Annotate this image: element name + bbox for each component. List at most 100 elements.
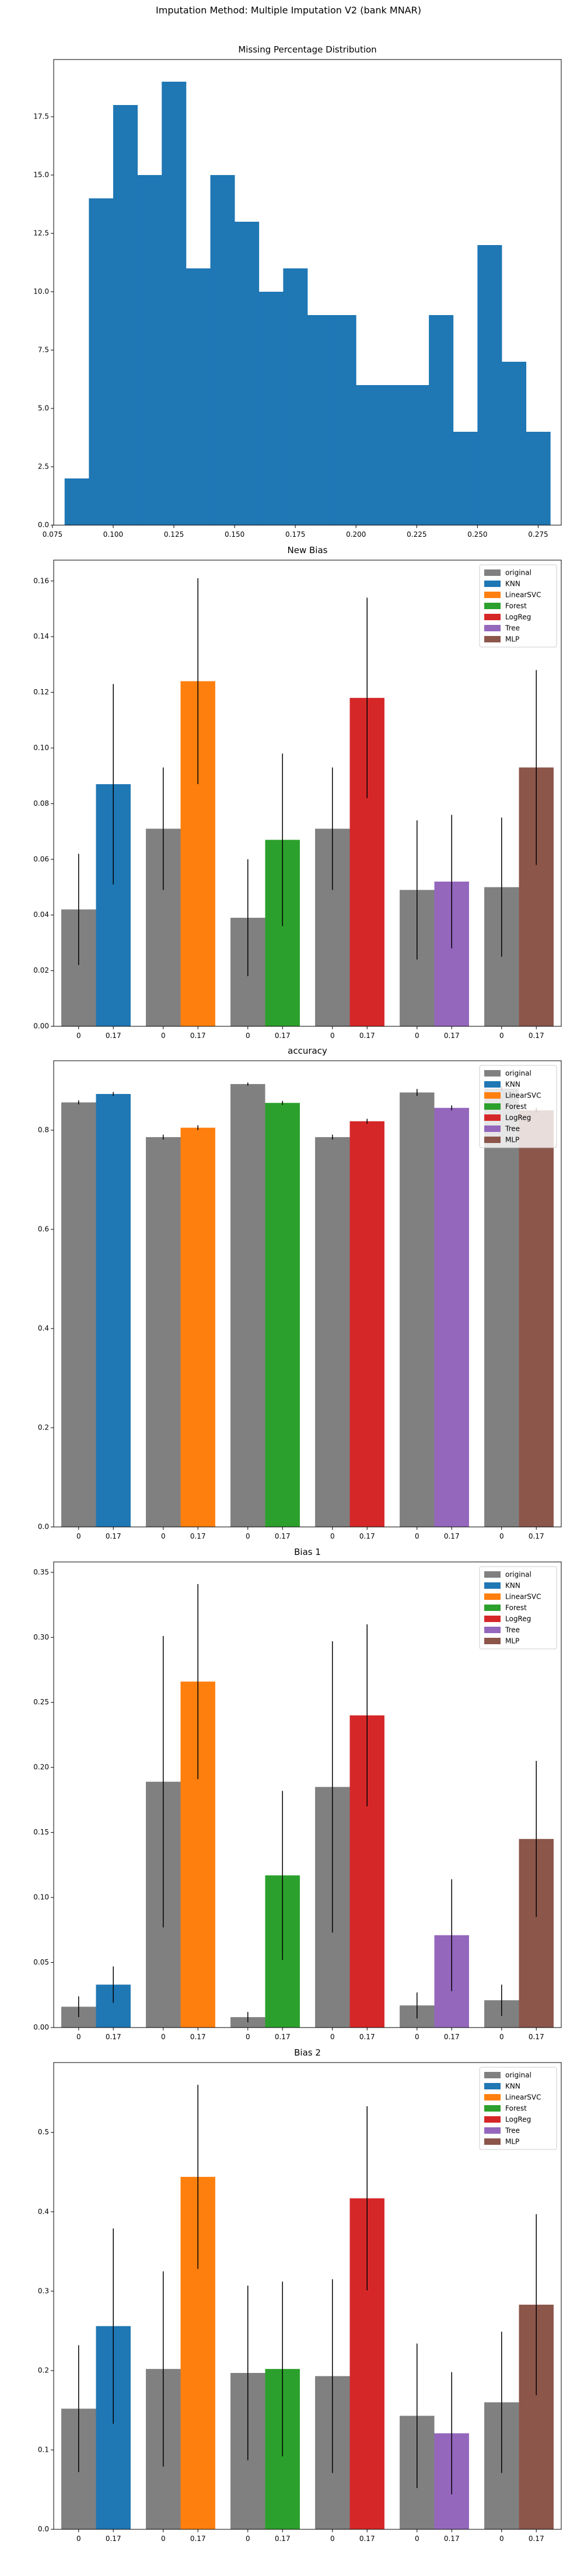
chart-title: Bias 1	[294, 1547, 321, 1557]
y-tick-label: 0.20	[33, 1763, 49, 1771]
legend-swatch-logreg	[484, 2116, 501, 2123]
y-tick-label: 0.00	[33, 2023, 49, 2032]
chart-title: Missing Percentage Distribution	[238, 44, 376, 55]
y-tick-label: 0.15	[33, 1828, 49, 1836]
figure-suptitle: Imputation Method: Multiple Imputation V…	[156, 5, 421, 16]
bar-original	[484, 1088, 519, 1527]
bar-original	[400, 1092, 435, 1527]
y-tick-label: 0.08	[33, 799, 49, 808]
x-tick-label: 0.17	[359, 1032, 375, 1040]
y-tick-label: 12.5	[33, 229, 49, 237]
legend-swatch-original	[484, 2072, 501, 2078]
x-tick-label: 0	[330, 1532, 335, 1540]
legend-swatch-knn	[484, 2083, 501, 2089]
y-tick-label: 0.6	[38, 1225, 49, 1233]
x-tick-label: 0	[161, 2033, 166, 2041]
legend-swatch-forest	[484, 603, 501, 609]
legend-label: Forest	[505, 1604, 527, 1612]
bar-tree	[434, 1107, 469, 1527]
legend-swatch-linearsvc	[484, 2094, 501, 2100]
legend-swatch-logreg	[484, 1114, 501, 1121]
x-tick-label: 0.17	[106, 1532, 121, 1540]
x-tick-label: 0	[499, 2535, 504, 2543]
chart-title: accuracy	[288, 1046, 327, 1056]
bar-original	[230, 1083, 265, 1527]
y-tick-label: 0.04	[33, 911, 49, 919]
legend-label: KNN	[505, 580, 520, 588]
legend-swatch-original	[484, 1571, 501, 1578]
x-tick-label: 0.200	[346, 530, 366, 539]
x-tick-label: 0.17	[106, 1032, 121, 1040]
x-tick-label: 0	[76, 1532, 81, 1540]
x-tick-label: 0.125	[164, 530, 184, 539]
legend-label: original	[505, 569, 531, 577]
y-tick-label: 0.30	[33, 1633, 49, 1641]
legend-swatch-logreg	[484, 614, 501, 620]
legend-swatch-knn	[484, 1582, 501, 1589]
y-tick-label: 0.16	[33, 576, 49, 585]
legend-label: LinearSVC	[505, 591, 541, 599]
legend-swatch-mlp	[484, 1638, 501, 1644]
bar-logreg	[349, 1121, 384, 1527]
histogram-bar	[404, 385, 429, 525]
axes-frame	[53, 2062, 562, 2530]
x-tick-label: 0.17	[444, 2535, 460, 2543]
x-tick-label: 0.17	[444, 1032, 460, 1040]
y-tick-label: 0.06	[33, 855, 49, 863]
y-tick-label: 0.35	[33, 1568, 49, 1576]
legend-label: MLP	[505, 635, 519, 644]
bar-mlp	[519, 1110, 554, 1527]
legend-label: LinearSVC	[505, 2093, 541, 2102]
histogram-bar	[283, 268, 308, 525]
x-tick-label: 0.17	[529, 1532, 544, 1540]
y-tick-label: 2.5	[38, 463, 49, 471]
y-tick-label: 0.25	[33, 1698, 49, 1706]
y-tick-label: 10.0	[33, 288, 49, 296]
legend-swatch-forest	[484, 1103, 501, 1110]
legend-swatch-forest	[484, 1605, 501, 1611]
bar-original	[315, 1137, 350, 1527]
chart-title: New Bias	[288, 545, 328, 555]
histogram-bar	[307, 315, 333, 525]
y-tick-label: 0.12	[33, 688, 49, 696]
bar-forest	[265, 1103, 300, 1527]
legend-label: KNN	[505, 2082, 520, 2091]
x-tick-label: 0	[246, 2535, 250, 2543]
chart-title: Bias 2	[294, 2047, 321, 2058]
legend-label: LinearSVC	[505, 1593, 541, 1601]
x-tick-label: 0	[161, 1032, 166, 1040]
bar-linearsvc	[180, 1127, 215, 1527]
legend-swatch-tree	[484, 625, 501, 631]
legend-swatch-mlp	[484, 636, 501, 642]
x-tick-label: 0	[76, 1032, 81, 1040]
legend-swatch-tree	[484, 1126, 501, 1132]
bar-original	[61, 1102, 96, 1527]
x-tick-label: 0	[499, 1032, 504, 1040]
legend-label: Tree	[505, 624, 520, 632]
x-tick-label: 0.17	[106, 2033, 121, 2041]
x-tick-label: 0	[415, 1032, 419, 1040]
histogram-bar	[113, 105, 138, 525]
legend-label: LogReg	[505, 613, 531, 621]
histogram-bar	[380, 385, 405, 525]
y-tick-label: 0.1	[38, 2445, 49, 2453]
legend-label: original	[505, 1069, 531, 1078]
x-tick-label: 0.17	[190, 1532, 206, 1540]
histogram-bar	[89, 198, 114, 525]
y-tick-label: 0.10	[33, 743, 49, 752]
legend-label: LogReg	[505, 1615, 531, 1623]
y-tick-label: 0.5	[38, 2128, 49, 2136]
bar-knn	[96, 1093, 131, 1527]
y-tick-label: 0.2	[38, 1424, 49, 1432]
legend-label: Tree	[505, 1125, 520, 1133]
x-tick-label: 0.17	[190, 2033, 206, 2041]
x-tick-label: 0	[246, 2033, 250, 2041]
legend-swatch-logreg	[484, 1616, 501, 1622]
histogram-bar	[258, 292, 284, 525]
x-tick-label: 0.17	[190, 2535, 206, 2543]
y-tick-label: 0.8	[38, 1126, 49, 1134]
x-tick-label: 0	[246, 1532, 250, 1540]
x-tick-label: 0	[76, 2535, 81, 2543]
y-tick-label: 0.05	[33, 1958, 49, 1966]
